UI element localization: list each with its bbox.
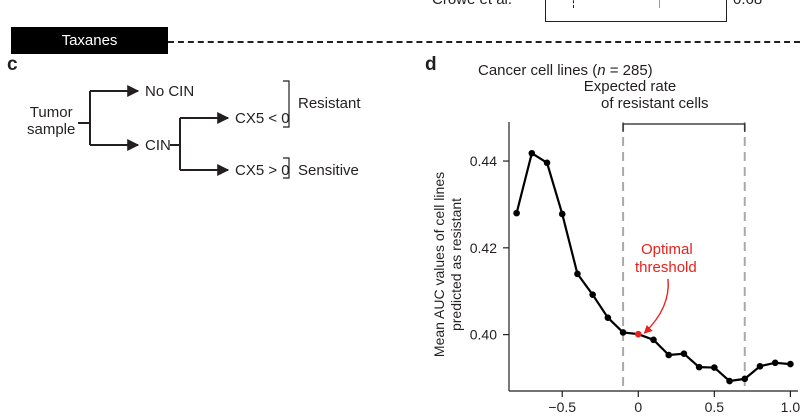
tree-cin-label: CIN: [145, 137, 171, 154]
data-point: [574, 270, 581, 278]
data-point: [543, 159, 551, 167]
expected-rate-line2: of resistant cells: [601, 95, 709, 112]
data-point: [589, 291, 596, 298]
optimal-threshold-arrow: [643, 278, 669, 334]
x-tick-label: 0: [634, 399, 642, 415]
tree-no-cin-label: No CIN: [145, 83, 195, 100]
expected-rate-bracket: [622, 123, 746, 132]
panel-d-letter: d: [425, 54, 437, 75]
data-point: [756, 362, 764, 370]
tree-cx5-gt-label: CX5 > 0: [235, 162, 290, 179]
sensitive-bracket: [283, 157, 290, 179]
previous-panel-label: Crowe et al.: [432, 0, 512, 8]
tree-cx5-lt-label: CX5 < 0: [235, 110, 290, 127]
data-point: [665, 351, 673, 359]
optimal-threshold-line1: Optimal: [641, 241, 693, 258]
data-point: [558, 210, 566, 218]
data-point: [726, 377, 733, 385]
decision-tree: [78, 80, 290, 179]
y-tick-label: 0.40: [470, 327, 497, 343]
drug-class-banner: Taxanes: [11, 27, 168, 54]
y-tick-label: 0.42: [470, 240, 497, 256]
data-point: [528, 149, 536, 157]
data-point: [604, 314, 612, 321]
x-tick-label: 1.0: [781, 399, 800, 415]
previous-panel-gridline: [659, 0, 660, 8]
data-point: [680, 350, 688, 357]
data-point: [787, 360, 794, 368]
expected-rate-line1: Expected rate: [583, 78, 677, 95]
panel-c-letter: c: [7, 54, 18, 75]
y-axis-label: Mean AUC values of cell linespredicted a…: [431, 172, 464, 357]
resistant-bracket: [283, 80, 290, 128]
previous-panel-value: 0.68: [733, 0, 762, 8]
tree-root-label: Tumor sample: [27, 104, 76, 138]
x-tick-label: 0.5: [705, 399, 725, 415]
data-point: [711, 364, 718, 371]
data-point: [650, 336, 657, 344]
data-point: [513, 209, 520, 217]
y-tick-label: 0.44: [470, 153, 497, 169]
previous-panel-dashed-line: [573, 0, 574, 8]
data-point: [771, 359, 779, 367]
tree-resistant-label: Resistant: [298, 95, 361, 112]
x-tick-label: −0.5: [548, 399, 576, 415]
section-divider: [168, 41, 800, 43]
previous-panel-fragment: [545, 0, 727, 22]
data-point: [619, 329, 627, 336]
chart-title: Cancer cell lines (n = 285): [478, 62, 653, 79]
data-point: [741, 375, 749, 383]
tree-sensitive-label: Sensitive: [298, 162, 359, 179]
optimal-threshold-line2: threshold: [635, 259, 697, 276]
data-point: [695, 363, 703, 371]
series-line: [515, 152, 791, 383]
optimal-threshold-point: [634, 330, 642, 338]
